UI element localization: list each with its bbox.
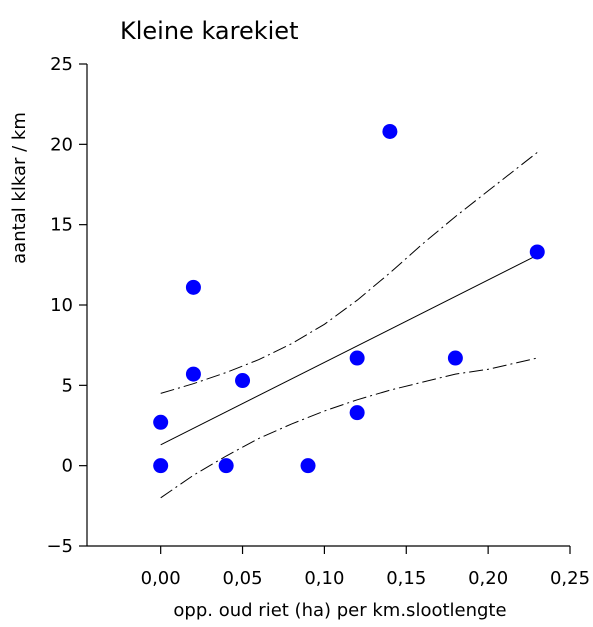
x-tick-label: 0,20	[468, 568, 508, 589]
x-tick-label: 0,10	[304, 568, 344, 589]
confidence-band-lower	[160, 357, 538, 499]
data-point	[349, 405, 365, 421]
x-tick-label: 0,00	[141, 568, 181, 589]
data-point	[529, 244, 545, 260]
x-axis-title: opp. oud riet (ha) per km.slootlengte	[173, 600, 506, 621]
y-tick-label: 5	[62, 375, 73, 396]
data-point	[447, 350, 463, 366]
y-tick-label: 25	[50, 54, 73, 75]
axes	[86, 64, 570, 547]
y-tick-label: 15	[50, 215, 73, 236]
x-tick-label: 0,15	[386, 568, 426, 589]
series-layer	[160, 152, 538, 499]
points-layer	[153, 123, 545, 474]
data-point	[153, 458, 169, 474]
confidence-band-upper	[160, 152, 538, 394]
data-point	[300, 458, 316, 474]
y-ticks: −5 0 5 10 15 20 25	[46, 54, 87, 557]
data-point	[349, 350, 365, 366]
x-ticks: 0,00 0,05 0,10 0,15 0,20 0,25	[141, 546, 590, 589]
y-tick-label: 20	[50, 134, 73, 155]
y-axis-title: aantal klkar / km	[9, 112, 30, 264]
data-point	[382, 123, 398, 139]
data-point	[153, 414, 169, 430]
data-point	[218, 458, 234, 474]
x-tick-label: 0,05	[223, 568, 263, 589]
data-point	[235, 373, 251, 389]
x-tick-label: 0,25	[550, 568, 590, 589]
y-tick-label: 0	[62, 456, 73, 477]
chart-title: Kleine karekiet	[120, 17, 298, 45]
data-point	[185, 279, 201, 295]
y-tick-label: −5	[46, 536, 73, 557]
regression-line	[160, 254, 538, 446]
data-point	[185, 366, 201, 382]
y-tick-label: 10	[50, 295, 73, 316]
